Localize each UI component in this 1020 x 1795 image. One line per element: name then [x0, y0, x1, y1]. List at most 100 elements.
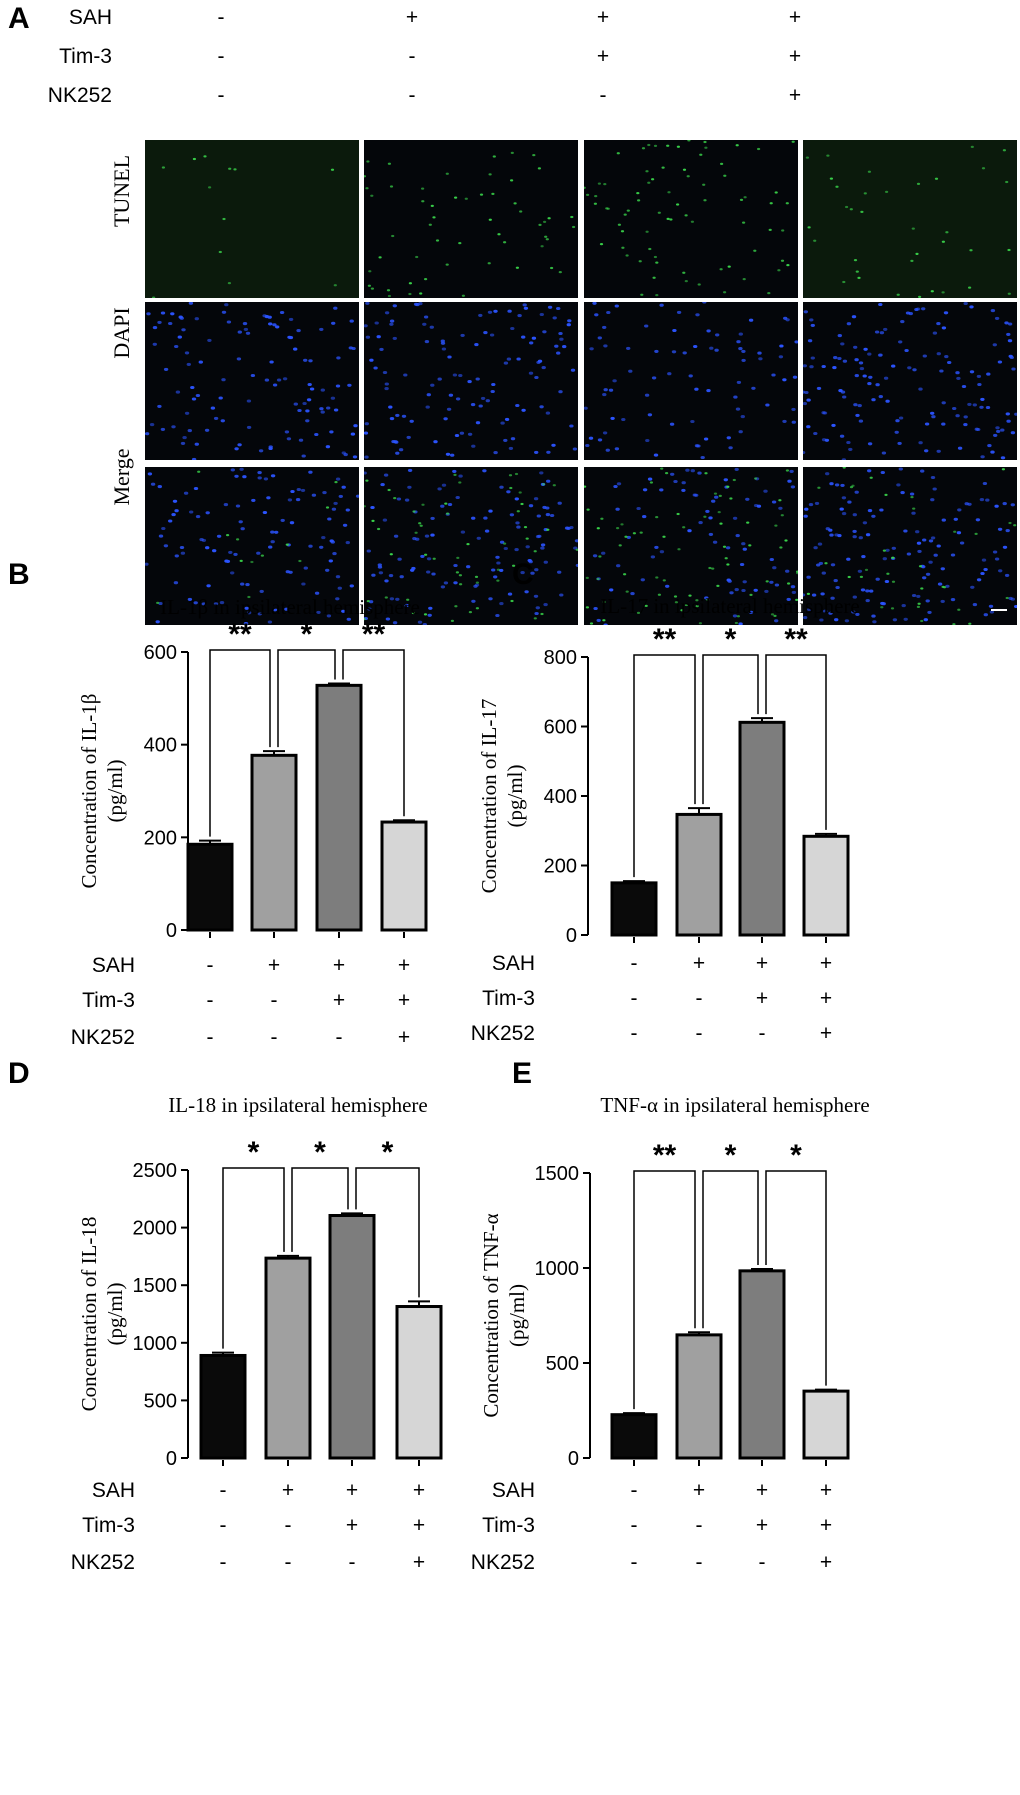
y-tick-label: 0	[166, 1448, 177, 1470]
bar	[802, 1389, 850, 1460]
bar	[395, 1305, 443, 1460]
condition-label: NK252	[71, 1026, 135, 1049]
y-tick-label: 200	[144, 827, 177, 849]
bar	[610, 1413, 658, 1460]
y-tick-label: 1000	[133, 1333, 178, 1355]
condition-symbol: +	[693, 952, 705, 975]
y-tick-label: 0	[166, 920, 177, 942]
significance-bracket	[209, 649, 271, 837]
row-label-merge: Merge	[109, 448, 134, 506]
micrograph-merge-4	[803, 467, 1017, 625]
chart-il18: D IL-18 in ipsilateral hemisphere Concentr…	[8, 1057, 443, 1574]
condition-symbol: +	[756, 1479, 768, 1502]
panel-letter: C	[512, 558, 534, 591]
panel-a-sah-label: SAH	[68, 6, 112, 29]
bar	[250, 753, 298, 932]
chart-group: D IL-18 in ipsilateral hemisphere Concentr…	[8, 1057, 443, 1574]
bar	[738, 1269, 786, 1460]
condition-symbol: -	[696, 1551, 703, 1574]
panel-letter: B	[8, 558, 30, 591]
panel-a-nk252-sym: -	[217, 84, 225, 107]
condition-symbol: -	[696, 1022, 703, 1045]
condition-symbol: -	[220, 1479, 227, 1502]
y-tick-label: 2500	[133, 1160, 178, 1182]
y-tick-label: 600	[144, 642, 177, 664]
significance-stars: *	[382, 1136, 394, 1169]
y-tick-label: 400	[544, 786, 577, 808]
micrograph-merge-1	[145, 467, 359, 625]
panel-letter: E	[512, 1057, 532, 1090]
panel-a-letter: A	[8, 2, 30, 35]
significance-stars: *	[301, 618, 313, 651]
bar	[380, 820, 428, 932]
significance-bracket	[277, 649, 336, 748]
condition-symbol: +	[413, 1551, 425, 1574]
panel-letter: D	[8, 1057, 30, 1090]
condition-symbol: -	[349, 1551, 356, 1574]
panel-a-sah-sym: +	[788, 6, 802, 29]
panel-a-tim3-sym: +	[596, 45, 610, 68]
condition-label: Tim-3	[482, 1514, 535, 1537]
condition-symbol: -	[220, 1514, 227, 1537]
condition-label: NK252	[471, 1022, 535, 1045]
significance-stars: **	[228, 618, 252, 651]
condition-symbol: +	[820, 987, 832, 1010]
significance-stars: *	[248, 1136, 260, 1169]
micrograph-dapi-4	[803, 302, 1017, 460]
panel-a-tim3-sym: -	[217, 45, 225, 68]
condition-symbol: +	[333, 989, 345, 1012]
significance-bracket	[702, 1170, 759, 1329]
condition-symbol: +	[820, 1479, 832, 1502]
y-tick-label: 0	[566, 925, 577, 947]
condition-label: NK252	[71, 1551, 135, 1574]
y-axis-label: Concentration of IL-1β(pg/ml)	[77, 694, 127, 889]
y-tick-label: 600	[544, 717, 577, 739]
condition-symbol: -	[631, 1022, 638, 1045]
condition-symbol: +	[820, 952, 832, 975]
condition-symbol: +	[820, 1514, 832, 1537]
panel-a-sah-sym: +	[405, 6, 419, 29]
panel-a-nk252-sym: +	[788, 84, 802, 107]
significance-stars: *	[725, 623, 737, 656]
y-axis-label-line: Concentration of IL-17	[477, 699, 501, 894]
significance-stars: *	[314, 1136, 326, 1169]
condition-symbol: +	[333, 954, 345, 977]
y-tick-label: 1000	[535, 1258, 580, 1280]
condition-symbol: +	[413, 1514, 425, 1537]
condition-symbol: +	[693, 1479, 705, 1502]
condition-symbol: -	[696, 1514, 703, 1537]
panel-a-sah-sym: -	[217, 6, 225, 29]
micrograph-tunel-4	[803, 140, 1017, 298]
y-axis-label-line: Concentration of IL-18	[77, 1217, 101, 1412]
condition-label: SAH	[92, 954, 135, 977]
condition-symbol: -	[631, 952, 638, 975]
condition-symbol: -	[759, 1551, 766, 1574]
y-axis-label: Concentration of TNF-α(pg/ml)	[479, 1213, 529, 1417]
y-tick-label: 1500	[535, 1163, 580, 1185]
y-tick-label: 200	[544, 856, 577, 878]
significance-bracket	[633, 1170, 696, 1410]
condition-symbol: +	[398, 1026, 410, 1049]
condition-symbol: -	[207, 954, 214, 977]
panel-a-tim3-sym: +	[788, 45, 802, 68]
condition-symbol: -	[285, 1551, 292, 1574]
significance-bracket	[355, 1167, 420, 1298]
chart-group: C IL-17 in ipsilateral hemisphere Concentr…	[471, 558, 860, 1045]
condition-symbol: -	[285, 1514, 292, 1537]
y-axis-label: Concentration of IL-17(pg/ml)	[477, 699, 527, 894]
condition-symbol: -	[631, 1479, 638, 1502]
micrograph-dapi-3	[584, 302, 798, 460]
condition-symbol: +	[820, 1022, 832, 1045]
condition-symbol: +	[346, 1514, 358, 1537]
y-axis-label-line: (pg/ml)	[103, 1283, 127, 1346]
bar	[264, 1256, 312, 1460]
bar	[802, 834, 850, 937]
y-axis-label: Concentration of IL-18(pg/ml)	[77, 1217, 127, 1412]
condition-label: NK252	[471, 1551, 535, 1574]
panel-a-tim3-label: Tim-3	[59, 45, 112, 68]
significance-stars: **	[653, 1139, 677, 1172]
condition-symbol: -	[207, 1026, 214, 1049]
y-tick-label: 1500	[133, 1275, 178, 1297]
condition-symbol: -	[631, 1514, 638, 1537]
significance-stars: **	[653, 623, 677, 656]
